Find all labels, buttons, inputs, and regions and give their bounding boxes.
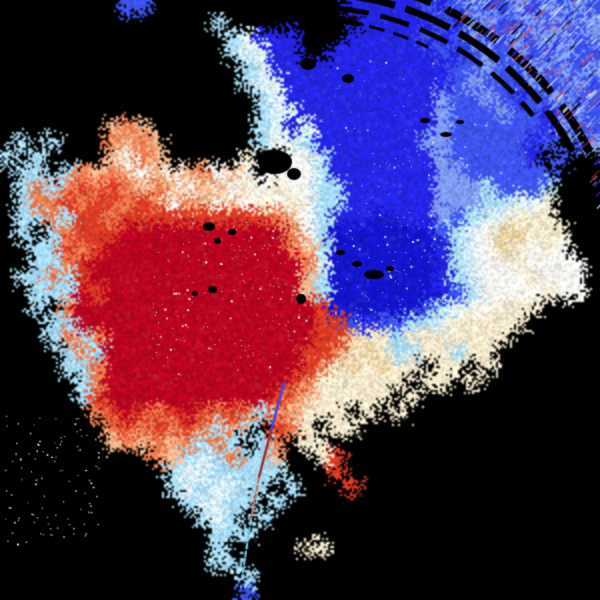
doppler-velocity-canvas [0,0,600,600]
radar-display [0,0,600,600]
